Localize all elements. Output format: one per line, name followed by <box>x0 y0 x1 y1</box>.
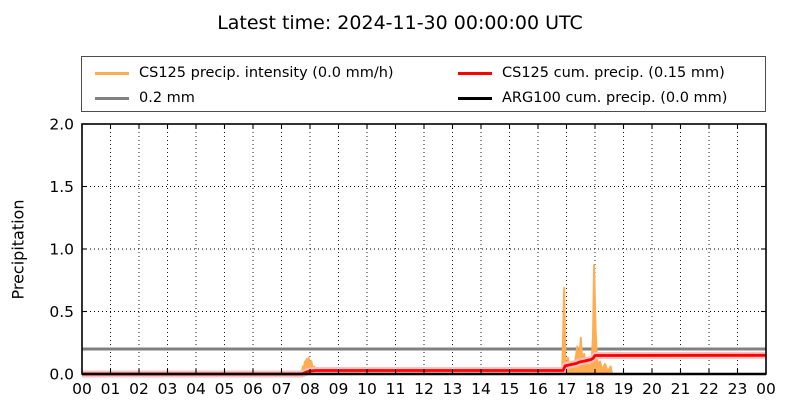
x-tick-label: 05 <box>215 380 235 398</box>
x-tick-label: 07 <box>272 380 292 398</box>
x-tick-label: 18 <box>585 380 605 398</box>
series-line-cs125_cumulative <box>82 353 767 376</box>
red-line-swatch-icon <box>458 71 492 75</box>
x-tick-label: 20 <box>642 380 662 398</box>
x-tick-label: 22 <box>699 380 719 398</box>
legend-label: CS125 precip. intensity (0.0 mm/h) <box>139 65 394 81</box>
x-tick-label: 00 <box>756 380 776 398</box>
y-tick-label: 1.0 <box>49 241 74 259</box>
legend: CS125 precip. intensity (0.0 mm/h) 0.2 m… <box>81 56 766 112</box>
x-tick-label: 02 <box>129 380 149 398</box>
legend-label: ARG100 cum. precip. (0.0 mm) <box>502 90 728 106</box>
y-tick-label: 0.0 <box>49 366 74 384</box>
series-fill-cs125_intensity <box>82 265 766 374</box>
x-tick-label: 23 <box>728 380 748 398</box>
x-tick-label: 01 <box>101 380 121 398</box>
x-tick-label: 14 <box>471 380 491 398</box>
x-tick-label: 13 <box>443 380 463 398</box>
legend-item-cs125-cumulative: CS125 cum. precip. (0.15 mm) <box>458 62 725 84</box>
x-tick-label: 21 <box>671 380 691 398</box>
legend-item-arg100-cumulative: ARG100 cum. precip. (0.0 mm) <box>458 87 727 109</box>
x-tick-label: 19 <box>614 380 634 398</box>
x-tick-label: 00 <box>72 380 92 398</box>
x-tick-label: 04 <box>186 380 206 398</box>
legend-label: 0.2 mm <box>139 90 195 106</box>
y-tick-label: 2.0 <box>49 116 74 134</box>
y-tick-label: 0.5 <box>49 303 74 321</box>
legend-label: CS125 cum. precip. (0.15 mm) <box>502 65 725 81</box>
x-tick-label: 10 <box>357 380 377 398</box>
x-tick-label: 17 <box>557 380 577 398</box>
x-tick-label: 09 <box>329 380 349 398</box>
x-tick-label: 03 <box>158 380 178 398</box>
black-line-swatch-icon <box>458 96 492 100</box>
x-tick-label: 11 <box>386 380 406 398</box>
y-axis-label: Precipitation <box>8 199 28 300</box>
legend-item-threshold: 0.2 mm <box>95 87 195 109</box>
legend-item-cs125-intensity: CS125 precip. intensity (0.0 mm/h) <box>95 62 394 84</box>
x-tick-label: 16 <box>528 380 548 398</box>
orange-line-swatch-icon <box>95 71 129 75</box>
y-tick-label: 1.5 <box>49 178 74 196</box>
x-tick-label: 15 <box>500 380 520 398</box>
chart-title: Latest time: 2024-11-30 00:00:00 UTC <box>217 12 583 34</box>
gray-line-swatch-icon <box>95 96 129 100</box>
x-tick-label: 06 <box>243 380 263 398</box>
x-tick-label: 12 <box>414 380 434 398</box>
x-tick-label: 08 <box>300 380 320 398</box>
